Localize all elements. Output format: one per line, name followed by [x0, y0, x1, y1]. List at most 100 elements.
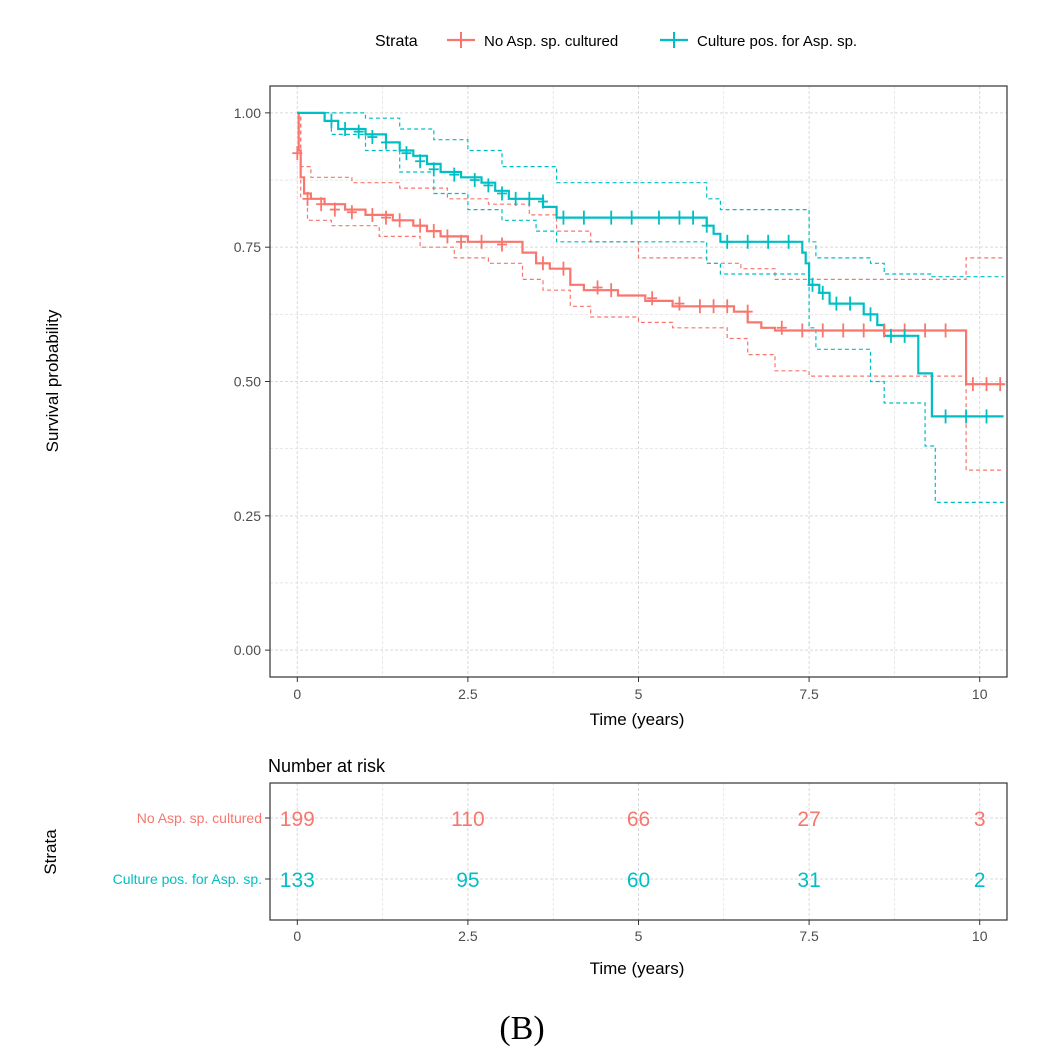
censor-mark-culture-pos — [742, 234, 753, 249]
risk-x-tick-label: 5 — [635, 928, 643, 944]
censor-mark-culture-pos — [401, 146, 412, 161]
censor-mark-no-asp — [967, 377, 978, 392]
censor-mark-culture-pos — [817, 285, 828, 300]
censor-mark-culture-pos — [497, 186, 508, 201]
censor-mark-no-asp — [742, 304, 753, 319]
censor-mark-no-asp — [722, 299, 733, 314]
km-y-tick-label: 0.50 — [234, 374, 261, 390]
risk-cell-no-asp: 199 — [280, 808, 315, 831]
ci-upper-no-asp — [297, 112, 1004, 280]
censor-mark-no-asp — [995, 377, 1006, 392]
censor-mark-culture-pos — [845, 296, 856, 311]
censor-mark-no-asp — [694, 299, 705, 314]
ci-lower-no-asp — [297, 112, 1004, 471]
censor-mark-culture-pos — [428, 162, 439, 177]
censor-mark-no-asp — [858, 323, 869, 338]
censor-mark-no-asp — [647, 291, 658, 306]
censor-mark-no-asp — [302, 191, 313, 206]
censor-mark-culture-pos — [865, 307, 876, 322]
censor-mark-culture-pos — [510, 191, 521, 206]
survival-curve-no-asp — [297, 111, 1004, 386]
censor-mark-no-asp — [592, 280, 603, 295]
censor-mark-no-asp — [367, 207, 378, 222]
censor-mark-culture-pos — [558, 210, 569, 225]
censor-mark-no-asp — [476, 234, 487, 249]
censor-mark-culture-pos — [831, 296, 842, 311]
censor-mark-culture-pos — [415, 154, 426, 169]
censor-mark-culture-pos — [340, 121, 351, 136]
censor-mark-culture-pos — [899, 328, 910, 343]
censor-mark-culture-pos — [981, 409, 992, 424]
risk-cell-no-asp: 3 — [974, 808, 986, 831]
risk-cell-no-asp: 27 — [797, 808, 820, 831]
censor-mark-no-asp — [940, 323, 951, 338]
censor-mark-no-asp — [394, 213, 405, 228]
ci-lower-culture-pos — [297, 112, 1004, 503]
risk-cell-culture-pos: 2 — [974, 869, 986, 892]
figure: Strata No Asp. sp. cultured Culture pos. … — [41, 32, 1008, 978]
risk-cell-culture-pos: 31 — [797, 869, 820, 892]
censor-mark-no-asp — [776, 320, 787, 335]
legend-entry-culture-pos: Culture pos. for Asp. sp. — [660, 32, 857, 50]
risk-x-tick-label: 10 — [972, 928, 988, 944]
censor-mark-no-asp — [674, 296, 685, 311]
censor-mark-no-asp — [346, 205, 357, 220]
km-x-tick-label: 7.5 — [799, 686, 819, 702]
censor-mark-no-asp — [981, 377, 992, 392]
risk-cell-no-asp: 110 — [451, 808, 484, 831]
censor-mark-no-asp — [292, 146, 303, 161]
censor-mark-culture-pos — [367, 130, 378, 145]
censor-mark-culture-pos — [381, 135, 392, 150]
km-y-tick-label: 0.25 — [234, 508, 261, 524]
censor-mark-culture-pos — [469, 173, 480, 188]
censor-mark-no-asp — [442, 229, 453, 244]
risk-table-y-axis-label: Strata — [41, 829, 60, 875]
km-y-axis-label: Survival probability — [43, 309, 62, 452]
km-x-tick-label: 2.5 — [458, 686, 478, 702]
km-x-axis-label: Time (years) — [590, 710, 685, 729]
legend-entry-no-asp: No Asp. sp. cultured — [447, 32, 618, 50]
km-grid — [270, 86, 1007, 677]
km-y-tick-label: 0.75 — [234, 239, 261, 255]
legend-entry-label: No Asp. sp. cultured — [484, 33, 618, 50]
censor-mark-culture-pos — [940, 409, 951, 424]
risk-table-x-axis-label: Time (years) — [590, 959, 685, 978]
censor-mark-culture-pos — [763, 234, 774, 249]
censor-mark-culture-pos — [537, 194, 548, 209]
censor-mark-no-asp — [708, 299, 719, 314]
km-x-tick-label: 5 — [635, 686, 643, 702]
censor-mark-culture-pos — [701, 218, 712, 233]
censor-mark-no-asp — [497, 237, 508, 252]
risk-x-tick-label: 7.5 — [799, 928, 819, 944]
legend-entry-label: Culture pos. for Asp. sp. — [697, 33, 857, 50]
panel-label: (B) — [499, 1010, 545, 1047]
censor-mark-culture-pos — [326, 113, 337, 128]
censor-mark-culture-pos — [578, 210, 589, 225]
risk-table: Number at risk 199 110 66 27 3 133 95 60 31 2 No … — [41, 756, 1008, 978]
censor-mark-culture-pos — [722, 234, 733, 249]
censor-mark-culture-pos — [524, 191, 535, 206]
censor-mark-no-asp — [428, 224, 439, 239]
censor-mark-culture-pos — [449, 167, 460, 182]
censor-mark-no-asp — [558, 261, 569, 276]
censor-mark-culture-pos — [674, 210, 685, 225]
risk-cell-no-asp: 66 — [627, 808, 650, 831]
censor-mark-culture-pos — [885, 328, 896, 343]
risk-x-tick-label: 2.5 — [458, 928, 478, 944]
censor-mark-no-asp — [797, 323, 808, 338]
censor-mark-no-asp — [329, 202, 340, 217]
censor-mark-culture-pos — [606, 210, 617, 225]
censor-mark-no-asp — [316, 197, 327, 212]
km-x-tick-label: 0 — [293, 686, 301, 702]
risk-row-label-culture-pos: Culture pos. for Asp. sp. — [113, 871, 262, 887]
censor-mark-culture-pos — [783, 234, 794, 249]
km-plot: 0 2.5 5 7.5 10 0.00 0.25 0.50 0.75 1.00 Time (ye… — [43, 85, 1008, 729]
km-x-tick-label: 10 — [972, 686, 988, 702]
censor-mark-no-asp — [537, 256, 548, 271]
censor-mark-no-asp — [879, 323, 890, 338]
censor-mark-culture-pos — [688, 210, 699, 225]
censor-mark-no-asp — [456, 234, 467, 249]
risk-row-label-no-asp: No Asp. sp. cultured — [137, 810, 262, 826]
censor-mark-culture-pos — [353, 124, 364, 139]
censor-mark-no-asp — [415, 218, 426, 233]
